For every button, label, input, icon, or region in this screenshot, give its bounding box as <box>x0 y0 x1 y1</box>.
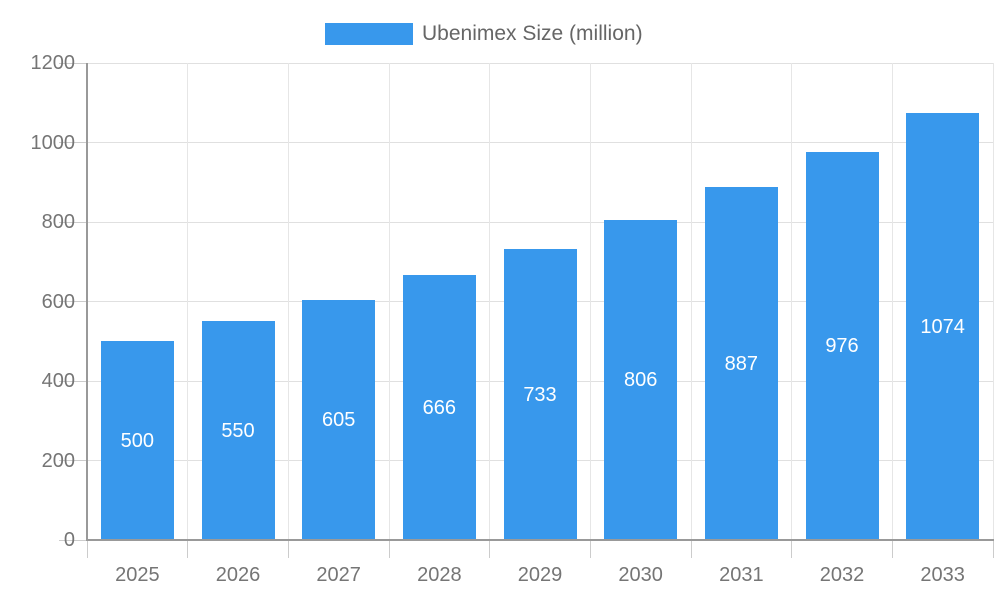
x-axis-tick <box>791 540 793 558</box>
x-axis-label: 2028 <box>417 564 462 586</box>
plot-area: 0 200 400 600 800 1000 1200 500 2025 550 2026 605 20… <box>31 52 994 586</box>
y-axis-tick <box>59 380 87 382</box>
bar-value-label: 605 <box>321 409 356 431</box>
y-axis-line <box>86 63 88 540</box>
bar-2033[interactable] <box>906 113 980 540</box>
x-gridline <box>287 63 289 540</box>
x-axis-label: 2025 <box>115 564 160 586</box>
bar-value-label: 550 <box>221 419 255 442</box>
x-axis-line <box>86 539 994 541</box>
legend-label: Ubenimex Size (million) <box>422 22 643 45</box>
x-axis-tick <box>589 540 591 558</box>
bar-2027[interactable] <box>302 300 376 540</box>
bar-value-label: 733 <box>523 383 557 406</box>
x-axis-label: 2027 <box>316 564 361 586</box>
bar-value-label: 976 <box>825 335 859 357</box>
x-gridline <box>992 63 994 540</box>
x-axis-label: 2032 <box>819 564 865 586</box>
x-axis-label: 2033 <box>920 564 965 586</box>
x-axis-label: 2031 <box>719 564 764 586</box>
x-axis-tick <box>187 540 189 558</box>
x-axis-tick <box>891 540 893 558</box>
bar-value-label: 806 <box>623 369 658 391</box>
x-gridline <box>791 63 793 540</box>
y-axis-label: 1200 <box>30 52 76 74</box>
y-axis-tick <box>59 460 87 461</box>
legend-swatch-icon <box>325 23 413 45</box>
x-axis-tick <box>992 540 994 558</box>
x-gridline <box>187 63 189 540</box>
x-axis-tick <box>489 540 491 558</box>
y-axis-label: 600 <box>41 290 75 313</box>
bar-value-label: 500 <box>120 429 155 452</box>
x-gridline <box>690 63 692 540</box>
y-axis-tick <box>59 539 87 541</box>
bar-value-label: 1074 <box>920 315 965 338</box>
y-axis-label: 800 <box>41 211 75 233</box>
bar-2029[interactable] <box>503 249 577 540</box>
bar-2032[interactable] <box>805 152 879 540</box>
legend-item[interactable]: Ubenimex Size (million) <box>325 22 643 46</box>
x-axis-label: 2029 <box>517 564 563 586</box>
x-axis-tick <box>287 540 289 558</box>
y-axis-label: 400 <box>41 370 75 392</box>
y-gridline <box>87 221 993 223</box>
x-gridline <box>489 63 491 540</box>
bar-2025[interactable] <box>100 341 174 540</box>
x-axis-tick <box>690 540 692 558</box>
x-axis-tick <box>86 540 88 558</box>
y-axis-tick <box>59 221 87 223</box>
y-gridline <box>87 142 993 143</box>
bar-2030[interactable] <box>604 220 678 540</box>
y-axis-tick <box>59 142 87 143</box>
bar-2026[interactable] <box>201 321 275 540</box>
y-axis-tick <box>59 301 87 302</box>
y-axis-label: 200 <box>41 449 75 472</box>
y-gridline <box>87 62 993 64</box>
x-axis-label: 2030 <box>618 564 663 586</box>
x-axis-label: 2026 <box>215 564 261 586</box>
x-axis-tick <box>388 540 390 558</box>
x-gridline <box>388 63 390 540</box>
bar-value-label: 666 <box>422 396 457 419</box>
y-axis-tick <box>59 62 87 64</box>
x-gridline <box>891 63 893 540</box>
bar-2031[interactable] <box>704 187 778 540</box>
y-axis-label: 1000 <box>30 131 76 154</box>
x-gridline <box>589 63 591 540</box>
bar-value-label: 887 <box>724 352 759 375</box>
y-axis-label: 0 <box>63 529 75 551</box>
bar-2028[interactable] <box>402 275 476 540</box>
